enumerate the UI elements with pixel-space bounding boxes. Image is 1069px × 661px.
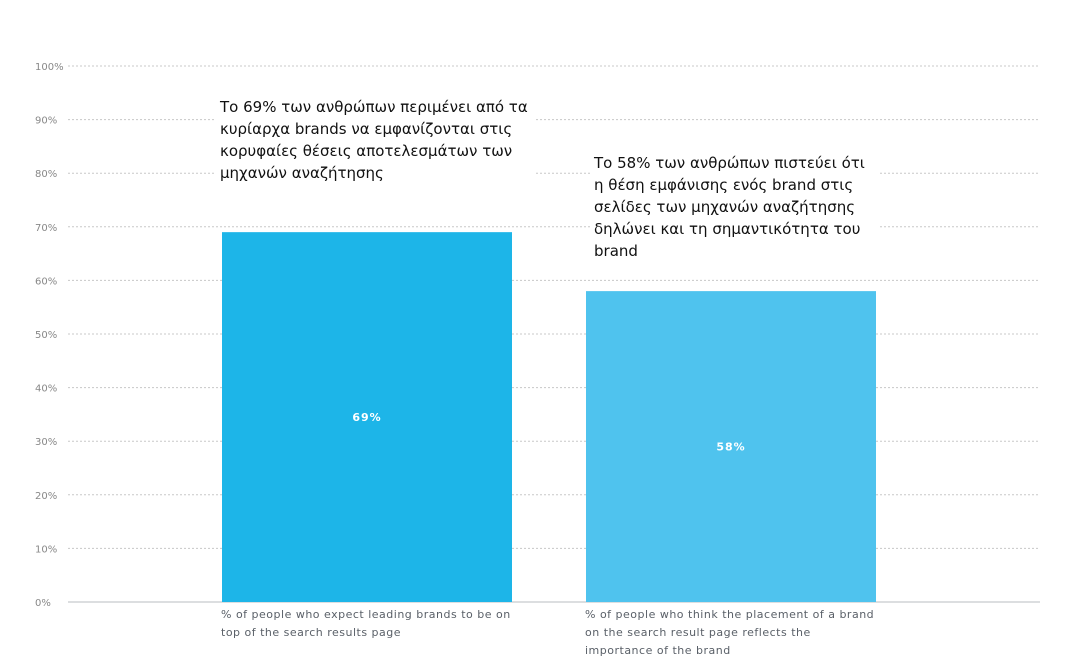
bar-value-label-2: 58% (716, 441, 745, 454)
y-tick-label: 30% (35, 437, 57, 448)
annotation-2: Το 58% των ανθρώπων πιστεύει ότι η θέση … (590, 152, 878, 262)
category-label-2: % of people who think the placement of a… (585, 608, 875, 657)
bar-value-label-1: 69% (352, 411, 381, 424)
y-tick-label: 90% (35, 116, 57, 127)
y-tick-label: 50% (35, 330, 57, 341)
y-tick-label: 70% (35, 223, 57, 234)
data-labels: 69% 58% (352, 411, 745, 454)
grid-lines (68, 65, 1040, 603)
y-tick-label: 10% (35, 544, 57, 555)
bar-2 (586, 291, 876, 602)
y-tick-label: 80% (35, 169, 57, 180)
y-tick-label: 40% (35, 384, 57, 395)
y-tick-label: 60% (35, 276, 57, 287)
category-label-1: % of people who expect leading brands to… (221, 608, 511, 639)
bars (222, 232, 876, 602)
y-tick-label: 100% (35, 62, 64, 73)
y-tick-label: 20% (35, 491, 57, 502)
annotation-1: Το 69% των ανθρώπων περιμένει από τα κυρ… (216, 96, 534, 184)
y-axis-ticks: 0% 10% 20% 30% 40% 50% 60% 70% 80% 90% 100% (35, 62, 64, 609)
bar-1 (222, 232, 512, 602)
y-tick-label: 0% (35, 598, 51, 609)
